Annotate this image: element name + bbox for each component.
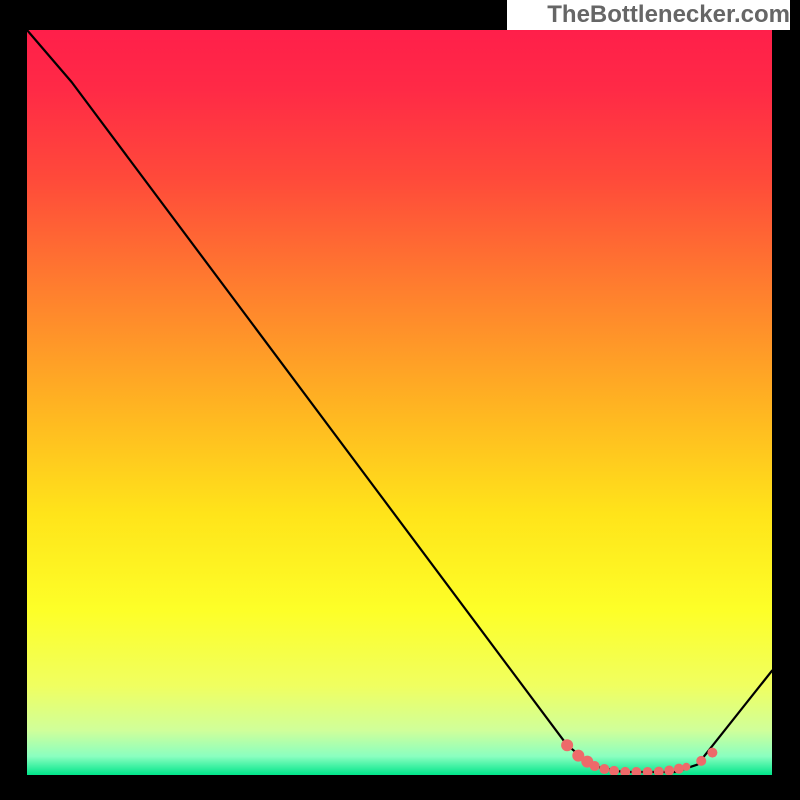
marker-point [590,761,600,771]
plot-svg [27,30,772,775]
marker-point [682,763,690,771]
marker-point [599,764,609,774]
marker-point [561,739,573,751]
watermark: TheBottlenecker.com [507,0,790,30]
marker-point [674,764,684,774]
plot-area [27,30,772,775]
watermark-text: TheBottlenecker.com [547,1,790,28]
chart-stage: TheBottlenecker.com [0,0,800,800]
gradient-background [27,30,772,775]
marker-point [707,748,717,758]
marker-point [696,756,706,766]
